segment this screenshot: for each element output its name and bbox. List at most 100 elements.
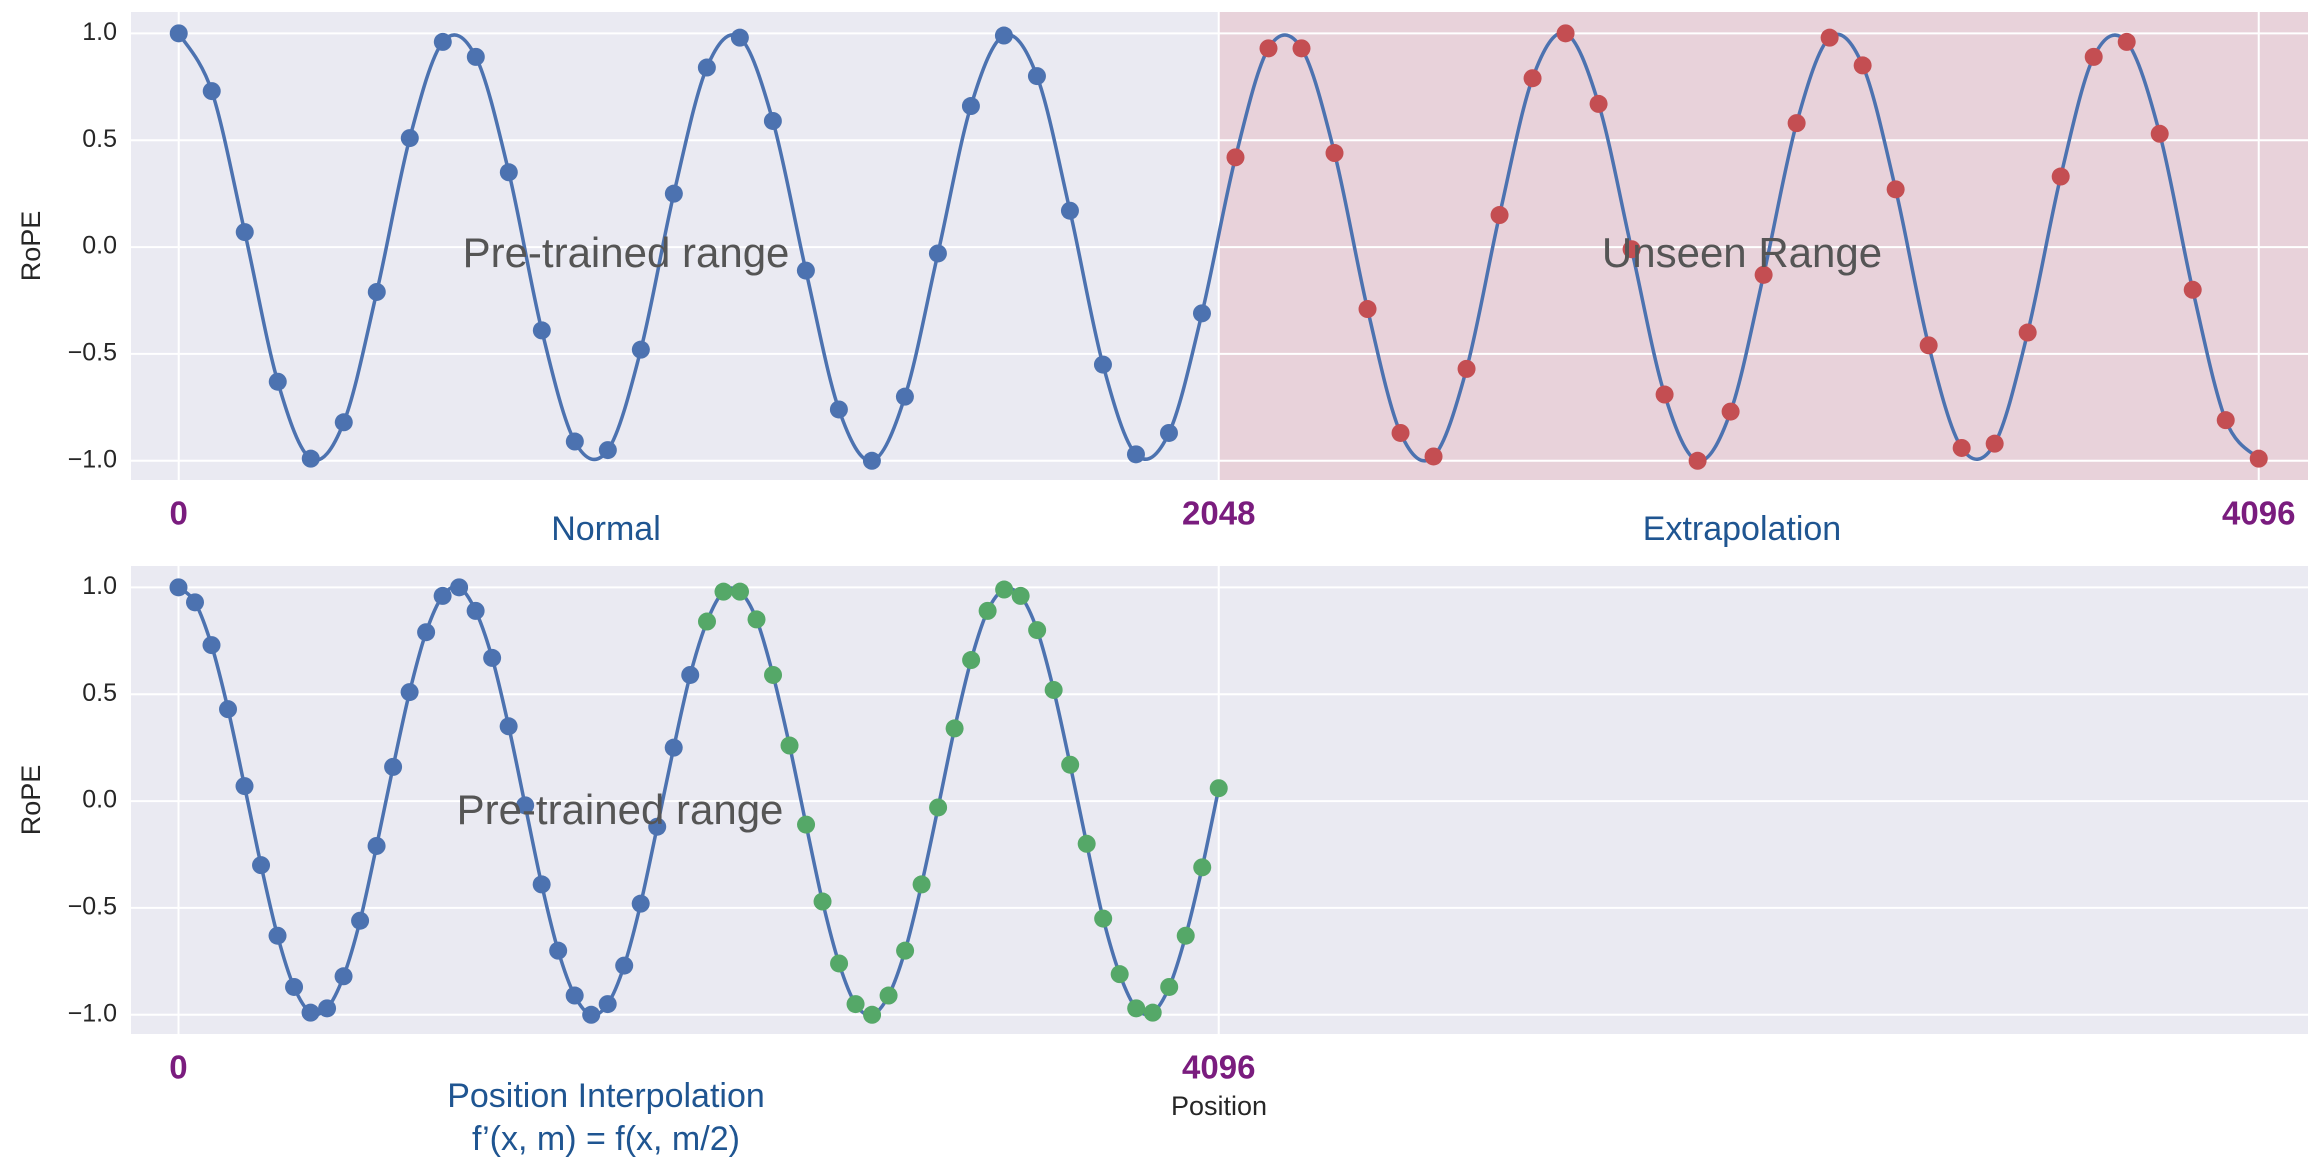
data-point	[1490, 206, 1509, 225]
data-point	[1110, 965, 1129, 984]
data-point	[1952, 438, 1971, 457]
data-point	[1358, 300, 1377, 319]
data-point	[895, 387, 914, 406]
curve-link	[1200, 156, 1238, 314]
x-axis-label: Position	[1171, 1091, 1267, 1121]
region-label: Extrapolation	[1643, 510, 1841, 548]
data-point	[2183, 280, 2202, 299]
data-point	[1655, 385, 1674, 404]
data-point	[830, 954, 849, 973]
shaded-region	[1218, 12, 2308, 480]
x-tick-label: 2048	[1182, 495, 1255, 532]
data-point	[1886, 180, 1905, 199]
data-point	[466, 47, 485, 66]
data-point	[1589, 94, 1608, 113]
data-point	[285, 977, 304, 996]
data-point	[433, 586, 452, 605]
data-point	[615, 956, 634, 975]
data-point	[582, 1005, 601, 1024]
data-point	[1061, 755, 1080, 774]
data-point	[1093, 355, 1112, 374]
data-point	[169, 578, 188, 597]
y-tick-label: −0.5	[68, 339, 117, 367]
data-point	[731, 582, 750, 601]
data-point	[202, 82, 221, 101]
data-point	[384, 757, 403, 776]
data-point	[1094, 909, 1113, 928]
y-axis-label: RoPE	[16, 765, 46, 836]
data-point	[1077, 834, 1096, 853]
data-point	[962, 651, 981, 670]
data-point	[1292, 39, 1311, 58]
data-point	[1060, 201, 1079, 220]
data-point	[532, 321, 551, 340]
data-point	[1523, 69, 1542, 88]
data-point	[1176, 926, 1195, 945]
data-point	[1391, 423, 1410, 442]
data-point	[664, 184, 683, 203]
data-point	[631, 894, 650, 913]
data-point	[929, 798, 948, 817]
data-point	[714, 582, 733, 601]
data-point	[1688, 451, 1707, 470]
data-point	[978, 601, 997, 620]
data-point	[1985, 434, 2004, 453]
data-point	[1193, 858, 1212, 877]
data-point	[648, 817, 667, 836]
data-point	[796, 261, 815, 280]
data-point	[1192, 304, 1211, 323]
y-tick-label: 0.0	[82, 786, 117, 814]
y-axis-label: RoPE	[16, 211, 46, 282]
data-point	[1787, 114, 1806, 133]
annotation: Pre-trained range	[457, 786, 784, 833]
data-point	[450, 578, 469, 597]
data-point	[995, 580, 1014, 599]
data-point	[466, 601, 485, 620]
data-point	[433, 32, 452, 51]
data-point	[598, 995, 617, 1014]
data-point	[417, 623, 436, 642]
data-point	[400, 683, 419, 702]
region-label: Position Interpolation	[447, 1077, 765, 1115]
y-tick-label: 0.5	[82, 125, 117, 153]
data-point	[532, 875, 551, 894]
data-point	[367, 282, 386, 301]
y-tick-label: 0.5	[82, 679, 117, 707]
data-point	[2249, 449, 2268, 468]
data-point	[1226, 148, 1245, 167]
data-point	[301, 1003, 320, 1022]
data-point	[483, 648, 502, 667]
data-point	[879, 986, 898, 1005]
data-point	[1853, 56, 1872, 75]
data-point	[598, 441, 617, 460]
data-point	[863, 1005, 882, 1024]
y-tick-label: −1.0	[68, 445, 117, 473]
data-point	[697, 612, 716, 631]
annotation: Unseen Range	[1602, 229, 1882, 276]
y-tick-label: 1.0	[82, 572, 117, 600]
data-point	[1027, 67, 1046, 86]
data-point	[1028, 621, 1047, 640]
data-point	[169, 24, 188, 43]
data-point	[301, 449, 320, 468]
data-point	[797, 815, 816, 834]
data-point	[565, 432, 584, 451]
data-point	[318, 999, 337, 1018]
data-point	[516, 796, 535, 815]
data-point	[351, 911, 370, 930]
data-point	[1126, 445, 1145, 464]
data-point	[499, 717, 518, 736]
data-point	[1259, 39, 1278, 58]
data-point	[1160, 977, 1179, 996]
data-point	[2084, 47, 2103, 66]
x-tick-label: 4096	[1182, 1049, 1255, 1086]
y-tick-label: 0.0	[82, 232, 117, 260]
data-point	[846, 995, 865, 1014]
x-tick-label: 0	[169, 1049, 187, 1086]
data-point	[1721, 402, 1740, 421]
data-point	[697, 58, 716, 77]
data-point	[1754, 265, 1773, 284]
data-point	[268, 926, 287, 945]
plots: −1.0 −0.5 0.0 0.5 1.0 0 2048 4096 −1.0 −0.5 0.0 0.5…	[68, 12, 2308, 1086]
